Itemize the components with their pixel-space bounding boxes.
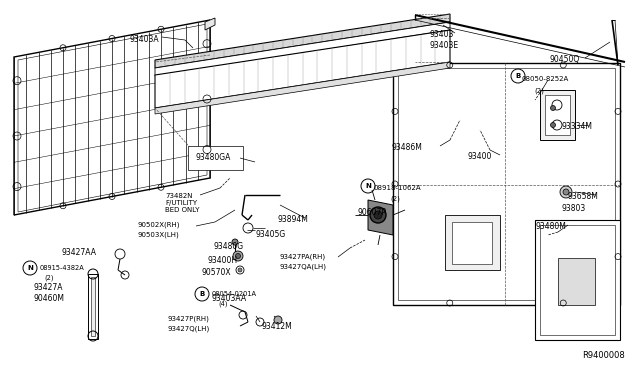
Bar [188,146,243,170]
Text: 08918-1062A: 08918-1062A [374,185,422,191]
Circle shape [563,189,569,195]
Text: R9400008: R9400008 [582,351,625,360]
Text: 90450Q: 90450Q [549,55,579,64]
Ellipse shape [562,262,592,302]
Text: 90460M: 90460M [34,294,65,303]
Bar [445,215,500,270]
Bar [558,258,595,305]
Text: 93486M: 93486M [392,143,423,152]
Ellipse shape [554,252,600,312]
Circle shape [233,251,243,261]
Text: 93427P(RH): 93427P(RH) [168,316,210,323]
Text: 90502X(RH): 90502X(RH) [138,222,180,228]
Text: 08054-0201A: 08054-0201A [212,291,257,297]
Text: 93400H: 93400H [207,256,237,265]
Polygon shape [393,63,620,305]
Circle shape [236,253,241,259]
Text: (2): (2) [390,195,400,202]
Bar [88,274,98,339]
Text: 93334M: 93334M [562,122,593,131]
Bar [452,222,492,264]
Text: 93427PA(RH): 93427PA(RH) [280,254,326,260]
Text: 73482N
F/UTILITY
BED ONLY: 73482N F/UTILITY BED ONLY [165,193,200,213]
Text: 93403A: 93403A [130,35,159,44]
Text: (2): (2) [534,87,544,93]
Text: 93400: 93400 [468,152,492,161]
Text: N: N [27,265,33,271]
Text: 93480GA: 93480GA [196,153,232,162]
Text: B: B [200,291,205,297]
Text: 93480G: 93480G [213,242,243,251]
Polygon shape [155,22,450,76]
Circle shape [374,211,382,219]
Polygon shape [155,14,450,68]
Circle shape [560,186,572,198]
Text: (4): (4) [218,301,227,307]
Text: 90607P: 90607P [358,208,387,217]
Text: 93427A: 93427A [34,283,63,292]
Circle shape [274,316,282,324]
Circle shape [238,268,242,272]
Text: N: N [365,183,371,189]
Text: 90503X(LH): 90503X(LH) [138,232,180,238]
Text: 93427AA: 93427AA [62,248,97,257]
Text: 93403AA: 93403AA [211,294,246,303]
Polygon shape [155,30,450,108]
Text: 08915-4382A: 08915-4382A [40,265,84,271]
Text: B: B [515,73,520,79]
Circle shape [370,207,386,223]
Bar [91,277,95,336]
Bar [545,95,570,135]
Text: 93403E: 93403E [430,41,459,50]
Polygon shape [205,18,215,30]
Text: 93427QA(LH): 93427QA(LH) [280,264,327,270]
Bar [540,90,575,140]
Polygon shape [535,220,620,340]
Text: 93405G: 93405G [255,230,285,239]
Text: 93803: 93803 [562,204,586,213]
Text: 93658M: 93658M [568,192,599,201]
Text: 93427Q(LH): 93427Q(LH) [168,326,211,333]
Polygon shape [14,20,210,215]
Text: 93894M: 93894M [278,215,309,224]
Text: 93403: 93403 [430,30,454,39]
Circle shape [550,122,556,128]
Text: 08050-8252A: 08050-8252A [522,76,569,82]
Polygon shape [155,62,450,114]
Polygon shape [368,200,393,235]
Circle shape [232,239,238,245]
Text: (2): (2) [44,275,54,281]
Text: 90570X: 90570X [202,268,232,277]
Text: 93480M: 93480M [536,222,567,231]
Text: 93412M: 93412M [262,322,292,331]
Circle shape [550,106,556,110]
